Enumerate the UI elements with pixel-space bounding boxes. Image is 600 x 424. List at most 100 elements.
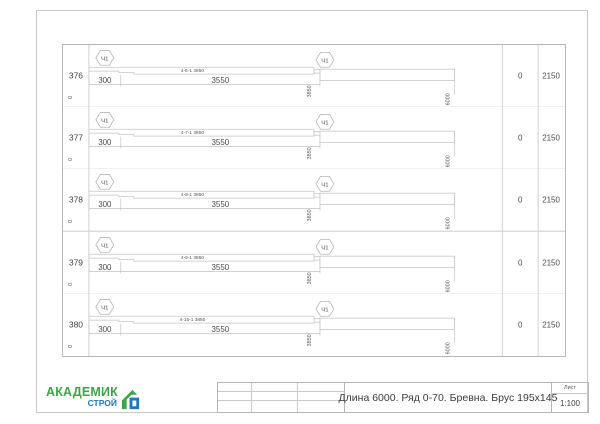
dim-joint-vertical: 3850: [307, 272, 313, 284]
dim-total-vertical: 6000: [445, 342, 451, 354]
row-number: 379: [69, 257, 83, 267]
dim-origin: 0: [68, 158, 74, 161]
logo-text-secondary: СТРОЙ: [87, 398, 118, 408]
title-block-cell: [252, 392, 298, 401]
part-marker-label: Ч1: [321, 245, 329, 251]
part-marker-hexagon-icon: [315, 176, 335, 192]
dim-main: 3550: [212, 76, 230, 85]
table-row: 379 0 Ч1 Ч1 4-9-1 3850 300 3550 3850 600…: [63, 231, 565, 294]
beam-joint: [314, 318, 320, 323]
part-label: 4-6-1 3850: [181, 68, 204, 74]
title-block-cell: [298, 401, 344, 412]
part-marker-hexagon-icon: [95, 174, 115, 191]
dim-main: 3550: [212, 138, 230, 147]
logo-text-primary: АКАДЕМИК: [46, 385, 119, 399]
part-marker-hexagon-icon: [315, 238, 335, 255]
dim-total-vertical: 6000: [445, 280, 451, 292]
dim-joint-vertical: 3850: [307, 210, 313, 222]
dim-origin: 0: [68, 282, 74, 285]
dimension-lines: [88, 261, 321, 274]
dimension-lines: [88, 74, 321, 87]
col-length-value: 2150: [542, 258, 560, 267]
part-marker-hexagon-icon: [315, 300, 335, 317]
col-length-value: 2150: [542, 196, 560, 205]
title-block-grid: [217, 382, 345, 413]
dim-total-vertical: 6000: [445, 155, 451, 167]
logo: АКАДЕМИК СТРОЙ: [46, 386, 142, 412]
row-number: 377: [69, 133, 83, 143]
part-marker-label: Ч1: [101, 243, 109, 249]
beam-right-section: [319, 255, 455, 268]
table-row: 377 0 Ч1 Ч1 4-7-1 3850 300 3550 3850 600…: [63, 107, 565, 170]
dimension-lines: [88, 198, 321, 211]
part-marker-hexagon-icon: [95, 50, 115, 66]
part-label: 4-9-1 3850: [181, 255, 204, 261]
dim-left: 300: [98, 200, 112, 209]
dim-total-vertical: 6000: [445, 93, 451, 105]
col-offset-value: 0: [518, 72, 523, 81]
part-marker-label: Ч1: [321, 307, 329, 313]
col-offset-value: 0: [518, 196, 523, 205]
title-block-cell: [298, 383, 344, 392]
part-marker-label: Ч1: [101, 305, 109, 311]
dim-main: 3550: [212, 325, 230, 334]
part-marker-label: Ч1: [321, 183, 329, 189]
beam-right-section: [319, 317, 455, 330]
beam-right-section: [319, 68, 455, 81]
dim-left: 300: [98, 76, 112, 85]
dim-main: 3550: [212, 200, 230, 209]
part-marker-label: Ч1: [321, 58, 329, 64]
part-marker-label: Ч1: [321, 120, 329, 126]
dim-origin: 0: [68, 220, 74, 223]
part-marker-hexagon-icon: [95, 298, 115, 315]
row-number: 378: [69, 195, 83, 205]
part-marker-hexagon-icon: [95, 112, 115, 128]
scale-value: 1:100: [559, 398, 581, 408]
col-offset-value: 0: [518, 258, 523, 267]
dim-joint-vertical: 3850: [307, 334, 313, 346]
part-marker-hexagon-icon: [315, 52, 335, 68]
part-label: 4-15-1 3850: [180, 317, 206, 323]
dim-left: 300: [98, 138, 112, 147]
dim-origin: 0: [68, 96, 74, 99]
logo-text: АКАДЕМИК СТРОЙ: [46, 386, 118, 408]
table-row: 378 0 Ч1 Ч1 4-8-1 3850 300 3550 3850 600…: [63, 169, 565, 232]
title-block-cell: [218, 401, 252, 412]
dim-left: 300: [98, 325, 112, 334]
title-block-cell: [218, 392, 252, 401]
col-length-value: 2150: [542, 134, 560, 143]
col-length-value: 2150: [542, 320, 560, 329]
sheet-label: Лист: [552, 383, 588, 394]
beam-joint: [314, 69, 320, 74]
row-number: 376: [69, 71, 83, 81]
beam-joint: [314, 255, 320, 261]
dim-total-vertical: 6000: [445, 218, 451, 230]
dim-joint-vertical: 3850: [307, 85, 313, 97]
part-marker-label: Ч1: [101, 119, 109, 125]
row-number: 380: [69, 319, 83, 329]
title-block-cell: [218, 383, 252, 392]
part-label: 4-7-1 3850: [181, 130, 204, 136]
title-block-cell: [298, 392, 344, 401]
dim-main: 3550: [212, 263, 230, 272]
title-block-sheet-cell: Лист 1:100: [552, 382, 589, 413]
drawing-title: Длина 6000. Ряд 0-70. Бревна. Брус 195x1…: [339, 382, 557, 413]
dim-origin: 0: [68, 345, 74, 348]
part-marker-label: Ч1: [101, 56, 109, 62]
part-marker-hexagon-icon: [95, 236, 115, 253]
title-block-cell: [252, 401, 298, 412]
col-length-value: 2150: [542, 72, 560, 81]
beam-right-section: [319, 130, 455, 144]
beam-joint: [314, 131, 320, 136]
col-offset-value: 0: [518, 134, 523, 143]
dimension-lines: [88, 323, 321, 336]
dimension-lines: [88, 136, 321, 149]
beam-joint: [314, 193, 320, 198]
col-offset-value: 0: [518, 320, 523, 329]
table-row: 380 0 Ч1 Ч1 4-15-1 3850 300 3550 3850 60…: [68, 293, 561, 356]
part-label: 4-8-1 3850: [181, 193, 204, 199]
dim-left: 300: [98, 263, 112, 272]
dim-joint-vertical: 3850: [307, 148, 313, 160]
logo-house-icon: [121, 389, 140, 410]
table-row: 376 0 Ч1 Ч1 4-6-1 3850 300 3550 3850 600…: [63, 45, 565, 108]
